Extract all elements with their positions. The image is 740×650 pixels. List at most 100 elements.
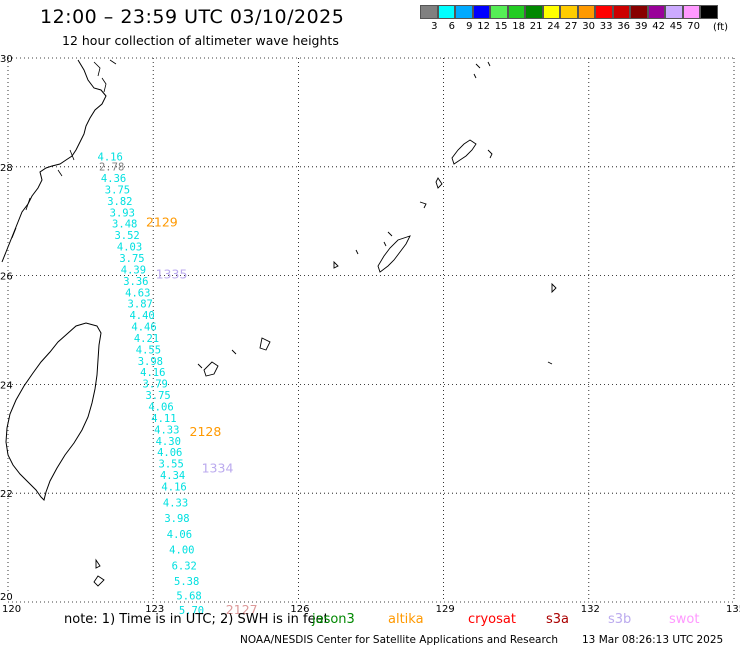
legend-label: 12	[477, 21, 490, 32]
lon-tick-label: 123	[145, 604, 164, 615]
swh-value-label: 4.06	[157, 447, 182, 459]
pass-number-label: 2127	[226, 602, 258, 617]
legend-swatch	[612, 5, 630, 19]
legend-label: 18	[512, 21, 525, 32]
legend-label: 15	[494, 21, 508, 32]
satellite-name-s3a: s3a	[546, 612, 570, 627]
legend-swatch	[525, 5, 543, 19]
legend-swatch	[542, 5, 560, 19]
legend-swatch	[665, 5, 683, 19]
satellite-name-s3b: s3b	[608, 612, 632, 627]
swh-value-label: 4.16	[161, 481, 186, 493]
credit-line: NOAA/NESDIS Center for Satellite Applica…	[240, 634, 558, 646]
legend-label: 21	[529, 21, 543, 32]
swh-value-label: 3.75	[119, 253, 144, 265]
page-subtitle: 12 hour collection of altimeter wave hei…	[62, 33, 339, 48]
swh-value-label: 4.39	[121, 264, 146, 276]
altimeter-track: 4.162.784.363.753.823.933.483.524.033.75…	[98, 151, 205, 617]
swh-value-label: 4.11	[151, 413, 176, 425]
page-title: 12:00 – 23:59 UTC 03/10/2025	[40, 6, 345, 28]
legend-swatch	[700, 5, 718, 19]
lat-tick-label: 20	[0, 592, 13, 603]
pass-number-label: 1334	[202, 461, 234, 476]
ryukyu-islands	[93, 61, 557, 587]
swh-value-label: 3.79	[143, 379, 168, 391]
swh-value-label: 4.06	[167, 529, 192, 541]
china-coastline	[1, 59, 107, 263]
color-legend: 3 6 9 12 15 18 21 24 27 30 33 36 39 42 45 70 (ft)	[420, 5, 728, 33]
swh-value-label: 3.75	[105, 184, 130, 196]
lon-tick-label: 120	[2, 604, 21, 615]
swh-value-label: 4.34	[160, 470, 185, 482]
axis-labels: 120 123 126 129 132 135 20 22 24 26 28 30	[0, 54, 740, 615]
swh-value-label: 3.98	[138, 356, 163, 368]
pass-number-label: 2128	[190, 424, 222, 439]
swh-value-label: 4.63	[125, 287, 150, 299]
swh-value-label: 5.70	[179, 605, 204, 617]
swh-value-label: 4.33	[163, 497, 188, 509]
swh-value-label: 4.30	[156, 436, 181, 448]
swh-value-label: 2.78	[99, 162, 124, 174]
swh-value-label: 4.55	[136, 344, 161, 356]
legend-label: 9	[466, 21, 473, 32]
swh-value-label: 5.38	[174, 576, 199, 588]
legend-label: 45	[669, 21, 683, 32]
generated-timestamp: 13 Mar 08:26:13 UTC 2025	[582, 634, 724, 646]
swh-value-label: 4.21	[134, 333, 159, 345]
swh-value-label: 4.36	[101, 173, 126, 185]
legend-label: 24	[547, 21, 560, 32]
legend-label: 39	[634, 21, 648, 32]
legend-label: 70	[687, 21, 700, 32]
lat-tick-label: 22	[0, 489, 13, 500]
swh-value-label: 3.52	[114, 230, 139, 242]
swh-value-label: 3.75	[145, 390, 170, 402]
legend-unit: (ft)	[713, 22, 729, 33]
swh-value-label: 4.06	[148, 402, 173, 414]
legend-swatch	[647, 5, 665, 19]
legend-swatch	[507, 5, 525, 19]
swh-value-label: 4.16	[98, 151, 123, 163]
swh-value-label: 4.40	[129, 310, 154, 322]
swh-value-label: 3.55	[159, 459, 184, 471]
legend-label: 42	[652, 21, 665, 32]
legend-swatch	[472, 5, 490, 19]
lat-tick-label: 26	[0, 272, 13, 283]
swh-value-label: 5.68	[176, 590, 201, 602]
satellite-name-altika: altika	[388, 612, 424, 627]
lat-tick-label: 30	[0, 54, 13, 65]
swh-value-label: 3.48	[112, 219, 137, 231]
swh-value-label: 3.93	[110, 207, 135, 219]
legend-labels: 3 6 9 12 15 18 21 24 27 30 33 36 39 42 45 70	[420, 21, 718, 32]
legend-swatch	[577, 5, 595, 19]
swh-value-label: 3.98	[164, 513, 189, 525]
legend-swatch	[455, 5, 473, 19]
swh-value-label: 3.36	[123, 276, 148, 288]
satellite-name-swot: swot	[669, 612, 700, 627]
legend-swatch	[630, 5, 648, 19]
lon-tick-label: 132	[581, 604, 600, 615]
legend-swatch	[560, 5, 578, 19]
swh-value-label: 4.00	[169, 545, 194, 557]
legend-swatch	[682, 5, 700, 19]
legend-label: 6	[448, 21, 455, 32]
legend-swatch	[595, 5, 613, 19]
swh-value-label: 4.03	[117, 242, 142, 254]
swh-value-label: 4.16	[140, 367, 165, 379]
satellite-name-jason3: jason3	[312, 612, 355, 627]
legend-swatch	[420, 5, 438, 19]
legend-label: 33	[599, 21, 613, 32]
legend-label: 30	[582, 21, 595, 32]
legend-label: 36	[617, 21, 630, 32]
lon-tick-label: 135	[726, 604, 740, 615]
swh-value-label: 6.32	[172, 560, 197, 572]
taiwan-coastline	[5, 322, 102, 501]
swh-value-label: 4.46	[131, 322, 156, 334]
lat-tick-label: 24	[0, 380, 13, 391]
swh-value-label: 3.82	[107, 196, 132, 208]
swh-value-label: 4.33	[154, 424, 179, 436]
china-coast-detail	[11, 59, 117, 239]
pass-number-label: 1335	[156, 266, 188, 281]
legend-swatches	[420, 5, 718, 19]
satellite-name-cryosat: cryosat	[468, 612, 516, 627]
